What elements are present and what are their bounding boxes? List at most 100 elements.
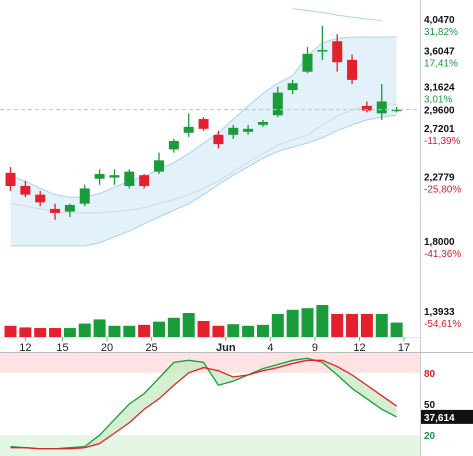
last-price-label: 2,9600 bbox=[424, 106, 455, 117]
volume-bar bbox=[4, 325, 17, 337]
candle bbox=[94, 169, 105, 185]
candle bbox=[20, 181, 31, 198]
oscillator-panel: 80 50 20 37,614 bbox=[10, 357, 473, 450]
candle bbox=[228, 124, 239, 139]
candle bbox=[50, 203, 61, 220]
x-tick-label: 20 bbox=[101, 342, 113, 354]
volume-bar bbox=[212, 325, 225, 337]
candle bbox=[302, 47, 313, 74]
volume-bar bbox=[108, 325, 121, 337]
candle bbox=[5, 167, 16, 191]
candle-body bbox=[302, 53, 313, 72]
volume-bar bbox=[93, 319, 106, 337]
price-tick-label: 2,7201 bbox=[424, 124, 455, 135]
candle-body bbox=[79, 188, 90, 204]
oscillator-last-label: 37,614 bbox=[424, 413, 455, 424]
candle-body bbox=[35, 194, 46, 203]
candle bbox=[317, 25, 328, 60]
candle-body bbox=[391, 109, 402, 112]
volume-bar bbox=[63, 328, 76, 337]
volume-bar bbox=[197, 321, 210, 337]
x-tick-label: 17 bbox=[398, 342, 410, 354]
oscillator-background bbox=[0, 352, 420, 456]
band-lower-line bbox=[10, 114, 397, 247]
volume-bar bbox=[316, 305, 329, 337]
candle-body bbox=[168, 140, 179, 150]
candle-body bbox=[124, 171, 135, 186]
candle-body bbox=[154, 160, 164, 172]
price-tick-label: 3,6047 bbox=[424, 47, 455, 58]
candle bbox=[139, 174, 150, 189]
outer-ma-line bbox=[292, 8, 382, 21]
candle bbox=[361, 101, 372, 113]
volume-bar bbox=[256, 324, 269, 337]
volume-bar bbox=[19, 327, 32, 337]
candle bbox=[257, 120, 268, 127]
candle-body bbox=[198, 119, 209, 129]
oscillator-k-line bbox=[10, 357, 397, 450]
band-middle-line bbox=[10, 103, 397, 214]
volume-bar bbox=[123, 325, 136, 337]
candle-body bbox=[243, 128, 254, 132]
price-tick-label: 4,0470 bbox=[424, 15, 455, 26]
percent-tick-label: 17,41% bbox=[424, 59, 458, 70]
bollinger-band bbox=[10, 8, 397, 247]
x-tick-label: 9 bbox=[312, 342, 318, 354]
x-axis: 12 15 20 25 Jun 4 9 12 17 bbox=[19, 337, 410, 354]
candle-body bbox=[228, 127, 239, 135]
candle bbox=[109, 169, 120, 185]
candle bbox=[272, 86, 283, 118]
oversold-zone bbox=[0, 435, 420, 456]
candle-body bbox=[257, 121, 268, 125]
candle-body bbox=[287, 83, 298, 91]
band-fill bbox=[10, 36, 397, 246]
candle-body bbox=[332, 41, 343, 63]
volume-bar bbox=[301, 308, 314, 337]
percent-tick-label: 3,01% bbox=[424, 95, 452, 106]
volume-bar bbox=[375, 313, 388, 337]
candle bbox=[183, 113, 194, 137]
volume-bar bbox=[242, 325, 255, 337]
volume-bar bbox=[286, 309, 299, 337]
x-tick-label: 4 bbox=[267, 342, 273, 354]
candle-body bbox=[5, 172, 16, 186]
candle bbox=[243, 124, 254, 135]
volume-bar bbox=[360, 313, 373, 337]
candle-body bbox=[317, 50, 328, 52]
volume-bar bbox=[390, 322, 403, 337]
candle-body bbox=[361, 105, 372, 111]
volume-bar bbox=[78, 323, 91, 337]
volume-bar bbox=[49, 328, 62, 337]
percent-tick-label: -11,39% bbox=[424, 136, 461, 147]
candle bbox=[213, 130, 224, 149]
candle-body bbox=[64, 204, 75, 212]
band-upper-line bbox=[10, 36, 397, 198]
candle-body bbox=[20, 185, 31, 195]
candle bbox=[391, 106, 402, 113]
oscillator-level-label: 20 bbox=[424, 431, 436, 442]
candle bbox=[198, 117, 209, 131]
oscillator-level-label: 80 bbox=[424, 369, 436, 380]
candle bbox=[376, 84, 387, 121]
x-tick-label: Jun bbox=[216, 342, 236, 354]
candle-body bbox=[50, 208, 61, 213]
oscillator-last-box bbox=[421, 409, 473, 424]
percent-tick-label: -54,61% bbox=[424, 319, 461, 330]
price-tick-label: 2,2779 bbox=[424, 172, 455, 183]
candle bbox=[347, 54, 358, 85]
candle bbox=[287, 79, 298, 95]
candle-body bbox=[347, 59, 358, 80]
volume-bar bbox=[153, 321, 165, 337]
x-tick-label: 12 bbox=[353, 342, 365, 354]
candle-body bbox=[109, 175, 120, 178]
oscillator-level-label: 50 bbox=[424, 400, 436, 411]
volume-bar bbox=[182, 313, 195, 337]
candle bbox=[79, 184, 90, 207]
x-tick-label: 12 bbox=[19, 342, 31, 354]
volume-bar bbox=[346, 313, 359, 337]
overbought-zone bbox=[0, 352, 420, 373]
candle-body bbox=[139, 175, 150, 186]
